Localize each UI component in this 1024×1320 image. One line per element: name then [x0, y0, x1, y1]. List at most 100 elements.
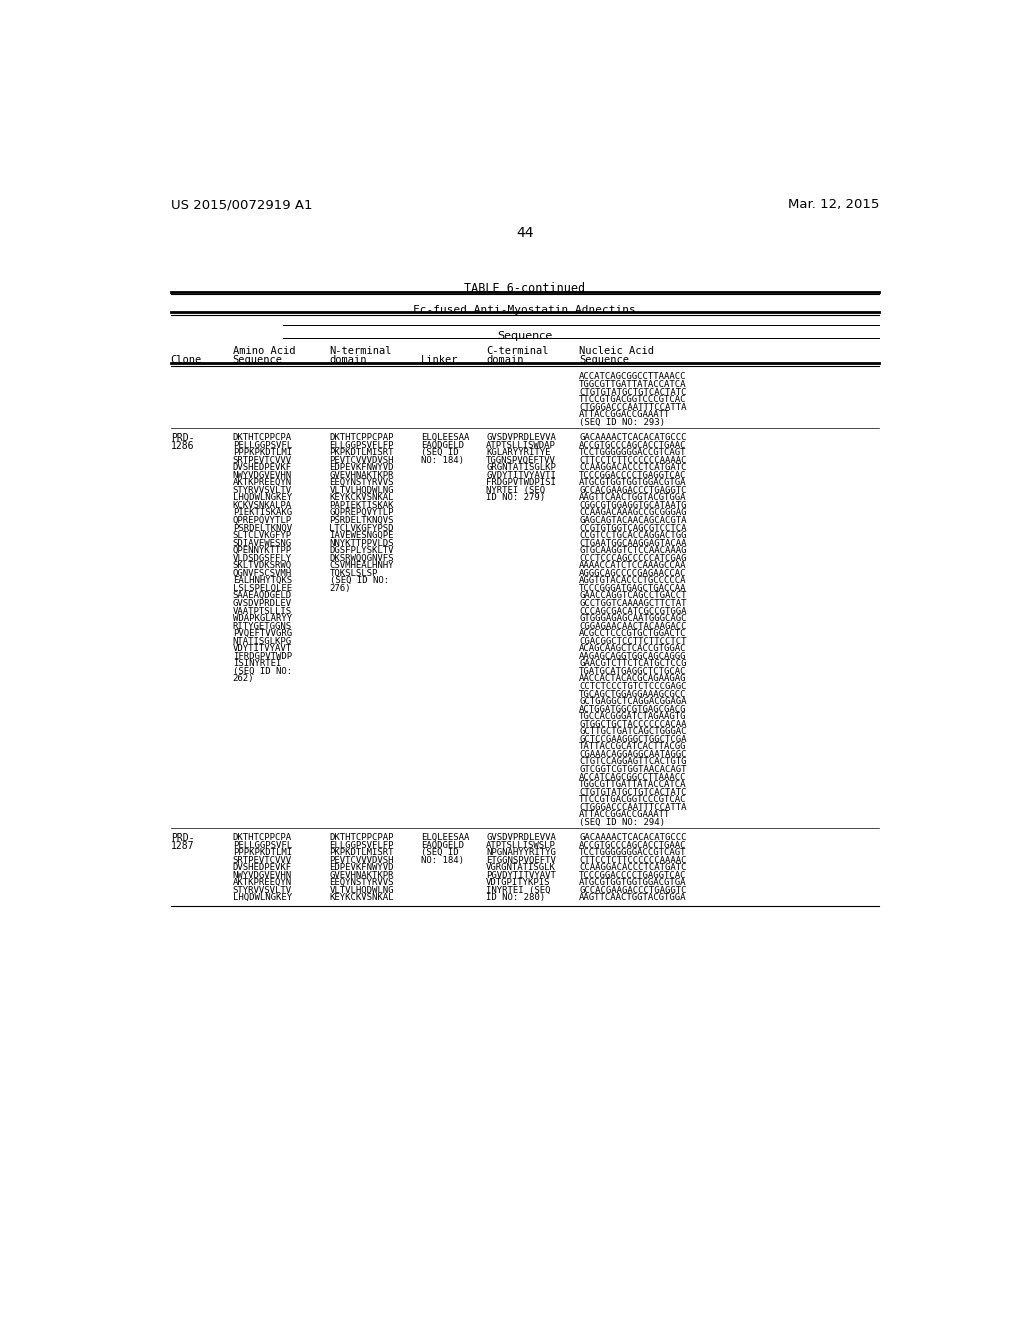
Text: CTGGGACCCAATTTCCATTA: CTGGGACCCAATTTCCATTA [579, 803, 686, 812]
Text: TCCTGGGGGGGACCGTCAGT: TCCTGGGGGGGACCGTCAGT [579, 849, 686, 857]
Text: Fc-fused Anti-Myostatin Adnectins: Fc-fused Anti-Myostatin Adnectins [414, 305, 636, 315]
Text: Amino Acid: Amino Acid [232, 346, 295, 356]
Text: VDTGPITYKPIS: VDTGPITYKPIS [486, 878, 551, 887]
Text: PELLGGPSVFL: PELLGGPSVFL [232, 841, 292, 850]
Text: SLTCLVKGFYP: SLTCLVKGFYP [232, 531, 292, 540]
Text: IFRDGPVTWDP: IFRDGPVTWDP [232, 652, 292, 661]
Text: DKTHTCPPCPAP: DKTHTCPPCPAP [330, 833, 394, 842]
Text: AACCACTACACGCAGAAGAG: AACCACTACACGCAGAAGAG [579, 675, 686, 684]
Text: SAAEAQDGELD: SAAEAQDGELD [232, 591, 292, 601]
Text: CCCTCCCAGCCCCCATCGAG: CCCTCCCAGCCCCCATCGAG [579, 553, 686, 562]
Text: WDAPKGLARYY: WDAPKGLARYY [232, 614, 292, 623]
Text: (SEQ ID NO: 294): (SEQ ID NO: 294) [579, 818, 665, 826]
Text: VDYTITVYAVT: VDYTITVYAVT [232, 644, 292, 653]
Text: VAATPTSLLIS: VAATPTSLLIS [232, 607, 292, 615]
Text: AKTKPREEQYN: AKTKPREEQYN [232, 878, 292, 887]
Text: DVSHEDPEVKF: DVSHEDPEVKF [232, 463, 292, 473]
Text: QPREPQVYTLP: QPREPQVYTLP [232, 516, 292, 525]
Text: KEYKCKVSNKAL: KEYKCKVSNKAL [330, 494, 394, 503]
Text: PSRDELTKNQVS: PSRDELTKNQVS [330, 516, 394, 525]
Text: NYRTEI (SEQ: NYRTEI (SEQ [486, 486, 545, 495]
Text: C-terminal: C-terminal [486, 346, 549, 356]
Text: EEQYNSTYRVVS: EEQYNSTYRVVS [330, 878, 394, 887]
Text: LTCLVKGFYPSD: LTCLVKGFYPSD [330, 524, 394, 532]
Text: CGGAGAACAACTACAAGACC: CGGAGAACAACTACAAGACC [579, 622, 686, 631]
Text: ACCGTGCCCAGCACCTGAAC: ACCGTGCCCAGCACCTGAAC [579, 841, 686, 850]
Text: CSVMHEALHNHY: CSVMHEALHNHY [330, 561, 394, 570]
Text: TCCCGGGATGAGCTGACCAA: TCCCGGGATGAGCTGACCAA [579, 583, 686, 593]
Text: PPPKPKDTLMI: PPPKPKDTLMI [232, 447, 292, 457]
Text: DVSHEDPEVKF: DVSHEDPEVKF [232, 863, 292, 873]
Text: SDIAVEWESNG: SDIAVEWESNG [232, 539, 292, 548]
Text: Sequence: Sequence [579, 355, 629, 364]
Text: TTCCGTGACGGTCCCGTCAC: TTCCGTGACGGTCCCGTCAC [579, 795, 686, 804]
Text: GVSDVPRDLEVVA: GVSDVPRDLEVVA [486, 833, 556, 842]
Text: GCTGAGGCTCAGGACGGAGA: GCTGAGGCTCAGGACGGAGA [579, 697, 686, 706]
Text: Sequence: Sequence [232, 355, 283, 364]
Text: CCTCTCCCTGTCTCCCGAGC: CCTCTCCCTGTCTCCCGAGC [579, 682, 686, 690]
Text: TGGCGTTGATTATACCATCA: TGGCGTTGATTATACCATCA [579, 780, 686, 789]
Text: EAQDGELD: EAQDGELD [421, 441, 464, 450]
Text: domain: domain [486, 355, 523, 364]
Text: PRD-: PRD- [171, 833, 195, 843]
Text: ISINYRTEI: ISINYRTEI [232, 660, 281, 668]
Text: CTTCCTCTTCCCCCCAAAAC: CTTCCTCTTCCCCCCAAAAC [579, 455, 686, 465]
Text: 276): 276) [330, 583, 351, 593]
Text: TABLE 6-continued: TABLE 6-continued [464, 281, 586, 294]
Text: TQKSLSLSP: TQKSLSLSP [330, 569, 378, 578]
Text: NO: 184): NO: 184) [421, 455, 464, 465]
Text: ACGCCTCCCGTGCTGGACTC: ACGCCTCCCGTGCTGGACTC [579, 630, 686, 638]
Text: ATTACCGGACCGAAATT: ATTACCGGACCGAAATT [579, 810, 671, 820]
Text: (SEQ ID: (SEQ ID [421, 849, 459, 857]
Text: AAAACCATCTCCAAAGCCAA: AAAACCATCTCCAAAGCCAA [579, 561, 686, 570]
Text: ELLGGPSVFLFP: ELLGGPSVFLFP [330, 441, 394, 450]
Text: QPENNYKTTPP: QPENNYKTTPP [232, 546, 292, 556]
Text: ATGCGTGGTGGTGGACGTGA: ATGCGTGGTGGTGGACGTGA [579, 878, 686, 887]
Text: ID NO: 279): ID NO: 279) [486, 494, 545, 503]
Text: DGSFPLYSKLTV: DGSFPLYSKLTV [330, 546, 394, 556]
Text: GAACCAGGTCAGCCTGACCT: GAACCAGGTCAGCCTGACCT [579, 591, 686, 601]
Text: ACCGTGCCCAGCACCTGAAC: ACCGTGCCCAGCACCTGAAC [579, 441, 686, 450]
Text: CCCAGCGACATCGCCGTGGA: CCCAGCGACATCGCCGTGGA [579, 607, 686, 615]
Text: 44: 44 [516, 226, 534, 240]
Text: AAGAGCAGGTGGCAGCAGGG: AAGAGCAGGTGGCAGCAGGG [579, 652, 686, 661]
Text: (SEQ ID NO: 293): (SEQ ID NO: 293) [579, 417, 665, 426]
Text: CTTCCTCTTCCCCCCAAAAC: CTTCCTCTTCCCCCCAAAAC [579, 855, 686, 865]
Text: RITYGETGGNS: RITYGETGGNS [232, 622, 292, 631]
Text: GCTTGCTGATCAGCTGGGAC: GCTTGCTGATCAGCTGGGAC [579, 727, 686, 737]
Text: NPGNAHYYRITYG: NPGNAHYYRITYG [486, 849, 556, 857]
Text: ATTACCGGACCGAAATT: ATTACCGGACCGAAATT [579, 411, 671, 420]
Text: SKLTVDKSRWQ: SKLTVDKSRWQ [232, 561, 292, 570]
Text: DKTHTCPPCPA: DKTHTCPPCPA [232, 433, 292, 442]
Text: CTGAATGGCAAGGAGTACAA: CTGAATGGCAAGGAGTACAA [579, 539, 686, 548]
Text: ATGCGTGGTGGTGGACGTGA: ATGCGTGGTGGTGGACGTGA [579, 478, 686, 487]
Text: AAGTTCAACTGGTACGTGGA: AAGTTCAACTGGTACGTGGA [579, 894, 686, 903]
Text: GCCTGGTCAAAAGCTTCTAT: GCCTGGTCAAAAGCTTCTAT [579, 599, 686, 609]
Text: GCCACGAAGACCCTGAGGTC: GCCACGAAGACCCTGAGGTC [579, 486, 686, 495]
Text: GTGGCTGCTACCCCCCACAA: GTGGCTGCTACCCCCCACAA [579, 719, 686, 729]
Text: AAGTTCAACTGGTACGTGGA: AAGTTCAACTGGTACGTGGA [579, 494, 686, 503]
Text: NWYVDGVEVHN: NWYVDGVEVHN [232, 871, 292, 880]
Text: NTATISGLKPG: NTATISGLKPG [232, 636, 292, 645]
Text: Linker: Linker [421, 355, 459, 364]
Text: CGAAACAGGAGGCAATAGGC: CGAAACAGGAGGCAATAGGC [579, 750, 686, 759]
Text: PEVTCVVVDVSH: PEVTCVVVDVSH [330, 455, 394, 465]
Text: ACAGCAAGCTCACCGTGGAC: ACAGCAAGCTCACCGTGGAC [579, 644, 686, 653]
Text: TGGNSPVQEFTVV: TGGNSPVQEFTVV [486, 455, 556, 465]
Text: FRDGPVTWDPISI: FRDGPVTWDPISI [486, 478, 556, 487]
Text: GAACGTCTTCTCATGCTCCG: GAACGTCTTCTCATGCTCCG [579, 660, 686, 668]
Text: GAGCAGTACAACAGCACGTA: GAGCAGTACAACAGCACGTA [579, 516, 686, 525]
Text: EAQDGELD: EAQDGELD [421, 841, 464, 850]
Text: (SEQ ID NO:: (SEQ ID NO: [232, 667, 292, 676]
Text: SRTPEVTCVVV: SRTPEVTCVVV [232, 455, 292, 465]
Text: PELLGGPSVFL: PELLGGPSVFL [232, 441, 292, 450]
Text: N-terminal: N-terminal [330, 346, 392, 356]
Text: TGGCGTTGATTATACCATCA: TGGCGTTGATTATACCATCA [579, 380, 686, 389]
Text: DKTHTCPPCPAP: DKTHTCPPCPAP [330, 433, 394, 442]
Text: LHQDWLNGKEY: LHQDWLNGKEY [232, 494, 292, 503]
Text: INYRTEI (SEQ: INYRTEI (SEQ [486, 886, 551, 895]
Text: TCCTGGGGGGGACCGTCAGT: TCCTGGGGGGGACCGTCAGT [579, 447, 686, 457]
Text: CTGTGTATGCTGTCACTATC: CTGTGTATGCTGTCACTATC [579, 788, 686, 797]
Text: PRD-: PRD- [171, 433, 195, 444]
Text: TCCCGGACCCCTGAGGTCAC: TCCCGGACCCCTGAGGTCAC [579, 471, 686, 479]
